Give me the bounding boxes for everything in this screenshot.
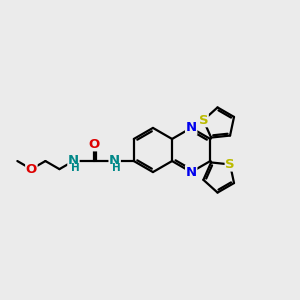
Text: S: S: [225, 158, 235, 171]
Text: O: O: [26, 163, 37, 176]
Text: H: H: [112, 163, 121, 172]
Text: N: N: [109, 154, 120, 167]
Text: N: N: [68, 154, 79, 167]
Text: S: S: [199, 114, 208, 127]
Text: H: H: [70, 163, 79, 172]
Text: O: O: [88, 138, 100, 151]
Text: N: N: [186, 166, 197, 178]
Text: N: N: [186, 122, 197, 134]
